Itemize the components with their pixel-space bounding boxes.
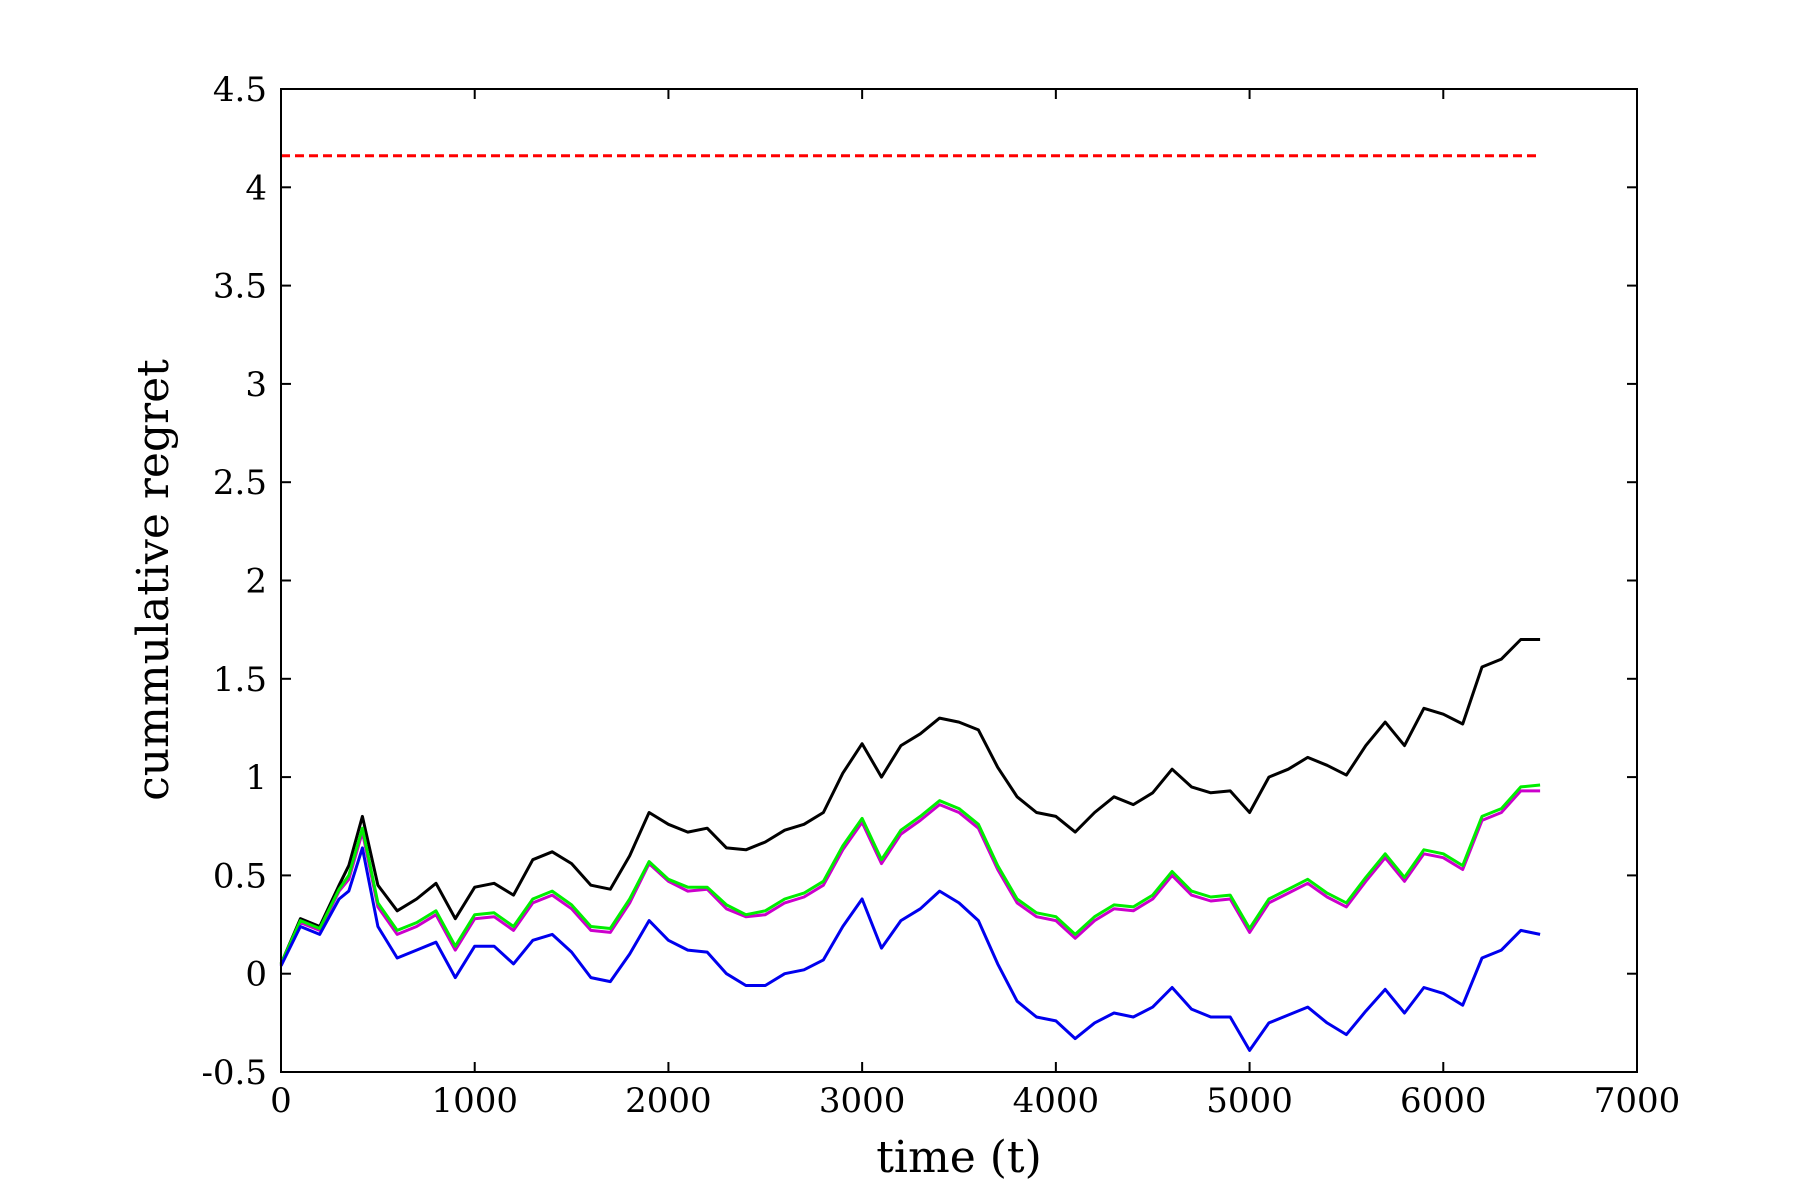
x-tick-label: 2000 [625,1081,712,1121]
x-axis-title: time (t) [876,1132,1042,1183]
y-tick-label: 0.5 [213,856,267,896]
x-tick-label: 7000 [1594,1081,1681,1121]
x-tick-label: 0 [270,1081,292,1121]
y-tick-label: 2.5 [213,463,267,503]
series-line-3 [279,783,1541,965]
y-tick-label: 0 [245,955,267,995]
y-tick-label: 2 [245,562,267,602]
y-tick-label: 4.5 [213,70,267,110]
tick-layer: 0 1000 2000 3000 4000 5000 6000 7000-0.500.511.… [201,70,1680,1121]
series-line-4 [279,846,1541,1052]
x-tick-label: 5000 [1206,1081,1293,1121]
y-tick-label: 4 [245,168,267,208]
x-tick-label: 6000 [1400,1081,1487,1121]
x-tick-label: 1000 [431,1081,518,1121]
y-tick-label: 3.5 [213,267,267,307]
series-line-2 [279,789,1541,967]
plot-frame [280,88,1638,1073]
y-tick-label: 3 [245,365,267,405]
y-axis-title: cummulative regret [128,359,179,801]
x-tick-label: 4000 [1013,1081,1100,1121]
x-tick-label: 3000 [819,1081,906,1121]
y-tick-label: -0.5 [201,1053,267,1093]
y-tick-label: 1 [245,758,267,798]
series-layer [279,154,1541,1052]
series-line-1 [279,638,1541,965]
y-tick-label: 1.5 [213,660,267,700]
